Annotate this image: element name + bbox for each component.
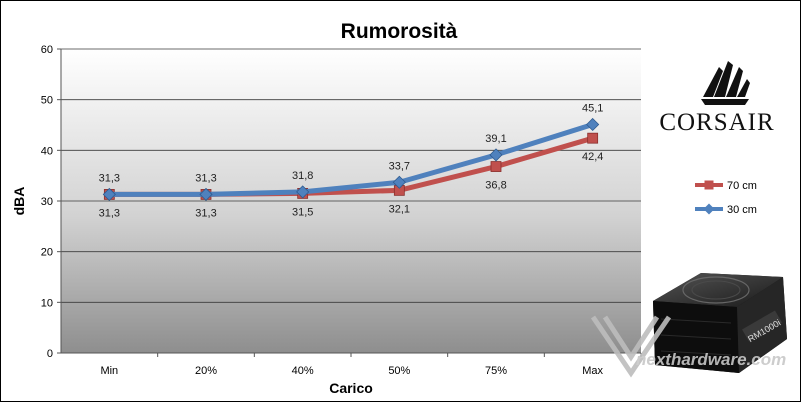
legend-label: 30 cm [727,204,757,216]
psu-product-image: RM1000i [653,273,787,373]
x-axis-title: Carico [329,380,373,396]
y-tick-label: 10 [41,297,53,309]
data-point [586,117,600,132]
y-tick-label: 0 [47,348,53,360]
data-point [490,161,502,172]
x-axis-ticks: Min 20% 40% 50% 75% Max [100,353,642,377]
corsair-logo: CORSAIR [659,61,774,136]
data-label: 45,1 [582,102,603,114]
data-point [392,175,406,189]
corsair-sails-icon [701,61,750,105]
chart-title: Rumorosità [341,20,458,43]
x-tick-label: 20% [195,365,217,377]
y-axis-ticks: 0 10 20 30 40 50 60 [41,44,61,360]
y-tick-label: 60 [41,44,53,56]
series-layer [102,117,600,201]
data-label: 32,1 [389,203,410,215]
watermark: nexthardware.com [590,315,786,378]
x-tick-label: 75% [485,365,507,377]
data-label: 33,7 [389,160,410,172]
data-label: 31,3 [195,172,216,184]
legend-label: 70 cm [727,180,757,192]
legend-marker [703,203,715,215]
nexthardware-logo-icon [590,315,672,378]
watermark-text: nexthardware.com [636,350,786,369]
data-label: 31,5 [292,206,313,218]
data-label: 36,8 [485,180,506,192]
corsair-wordmark: CORSAIR [659,109,774,136]
data-label: 31,3 [99,207,120,219]
data-point [199,187,213,201]
x-tick-label: 50% [388,365,410,377]
data-label: 39,1 [485,133,506,145]
data-label: 31,3 [195,207,216,219]
data-labels: 31,3 31,3 31,5 32,1 36,8 42,4 31,3 31,3 31,8 33,7… [99,102,604,219]
legend-marker [704,180,714,190]
data-label: 31,3 [99,172,120,184]
gridlines [61,48,641,303]
data-point [587,132,599,144]
y-tick-label: 30 [41,196,53,208]
series-line-30-cm [106,121,596,197]
data-label: 42,4 [582,151,603,163]
legend: 70 cm 30 cm [695,180,757,216]
y-tick-label: 50 [41,95,53,107]
data-point [296,185,310,199]
data-point [102,187,116,201]
y-tick-label: 40 [41,145,53,157]
data-point [489,148,503,162]
data-label: 31,8 [292,170,313,182]
y-tick-label: 20 [41,247,53,259]
y-axis-title: dBA [11,187,27,216]
x-tick-label: Max [582,365,603,377]
x-tick-label: 40% [292,365,314,377]
x-tick-label: Min [100,365,118,377]
